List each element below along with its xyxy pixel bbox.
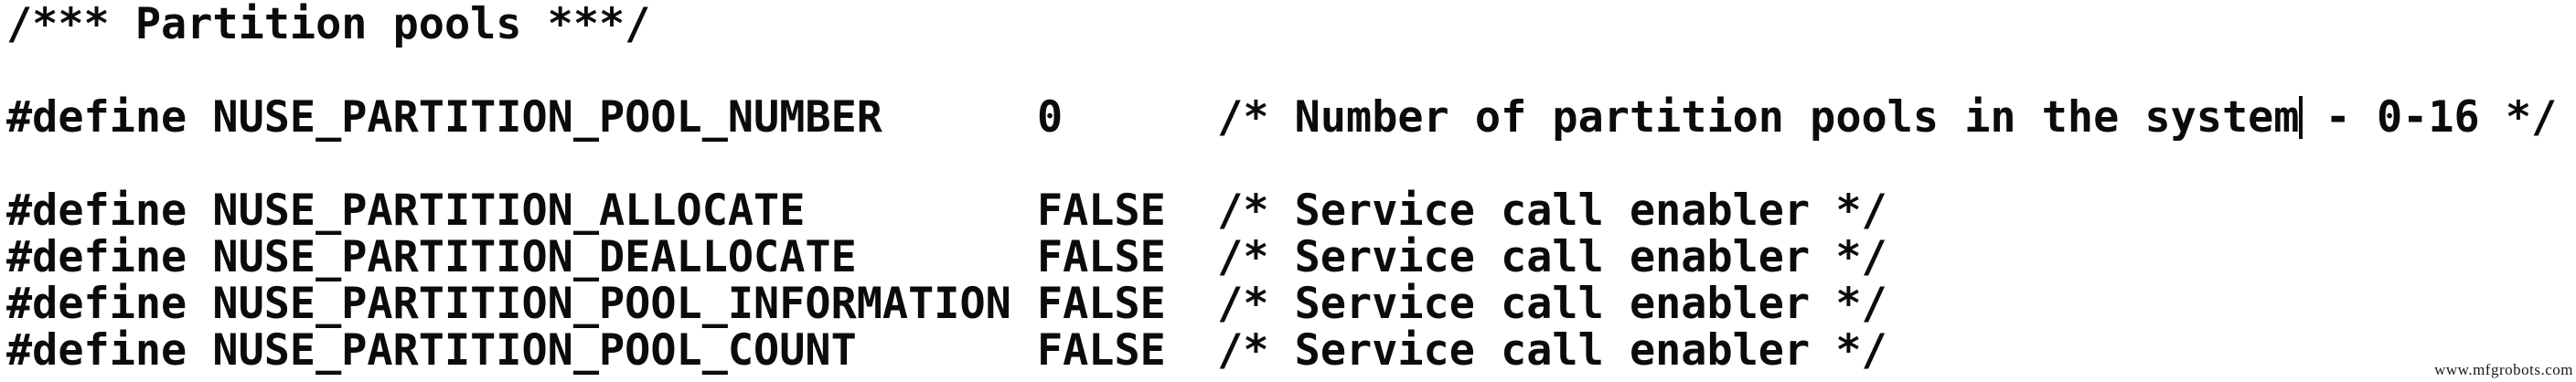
blank-line[interactable]	[6, 48, 2576, 95]
macro-name-partition-deallocate: NUSE_PARTITION_DEALLOCATE	[212, 233, 857, 282]
define-directive: #define	[6, 186, 187, 236]
macro-name-partition-pool-count: NUSE_PARTITION_POOL_COUNT	[212, 326, 857, 376]
code-line-section-comment[interactable]: /*** Partition pools ***/	[6, 2, 2576, 48]
watermark-url: www.mfgrobots.com	[2434, 361, 2573, 378]
line-comment: /* Service call enabler */	[1217, 233, 1887, 282]
macro-name-partition-pool-number: NUSE_PARTITION_POOL_NUMBER	[212, 93, 882, 143]
define-directive: #define	[6, 93, 187, 143]
macro-name-partition-pool-information: NUSE_PARTITION_POOL_INFORMATION	[212, 280, 1011, 329]
define-directive: #define	[6, 233, 187, 282]
code-line-partition-pool-count[interactable]: #define NUSE_PARTITION_POOL_COUNT FALSE /* …	[6, 328, 2576, 375]
define-directive: #define	[6, 280, 187, 329]
line-comment: /* Service call enabler */	[1217, 326, 1887, 376]
macro-value-partition-pool-number: 0	[1036, 93, 1064, 143]
code-listing[interactable]: /*** Partition pools ***/ #define NUSE_PA…	[6, 2, 2576, 375]
macro-value-partition-pool-count: FALSE	[1036, 326, 1166, 376]
line-comment: /* Service call enabler */	[1217, 186, 1887, 236]
macro-value-partition-deallocate: FALSE	[1036, 233, 1166, 282]
macro-value-partition-pool-information: FALSE	[1036, 280, 1166, 329]
blank-line[interactable]	[6, 142, 2576, 188]
define-directive: #define	[6, 326, 187, 376]
code-line-partition-deallocate[interactable]: #define NUSE_PARTITION_DEALLOCATE FALSE /* …	[6, 235, 2576, 281]
line-comment-after-cursor: - 0-16 */	[2299, 93, 2558, 143]
macro-name-partition-allocate: NUSE_PARTITION_ALLOCATE	[212, 186, 806, 236]
line-comment-before-cursor: /* Number of partition pools in the syst…	[1217, 93, 2300, 143]
code-line-partition-pool-information[interactable]: #define NUSE_PARTITION_POOL_INFORMATION FA…	[6, 281, 2576, 328]
text-cursor	[2299, 95, 2303, 140]
macro-value-partition-allocate: FALSE	[1036, 186, 1166, 236]
section-comment-text: /*** Partition pools ***/	[6, 0, 651, 49]
code-line-partition-pool-number[interactable]: #define NUSE_PARTITION_POOL_NUMBER 0 /* Num…	[6, 95, 2576, 142]
line-comment: /* Service call enabler */	[1217, 280, 1887, 329]
code-line-partition-allocate[interactable]: #define NUSE_PARTITION_ALLOCATE FALSE /* Se…	[6, 188, 2576, 235]
